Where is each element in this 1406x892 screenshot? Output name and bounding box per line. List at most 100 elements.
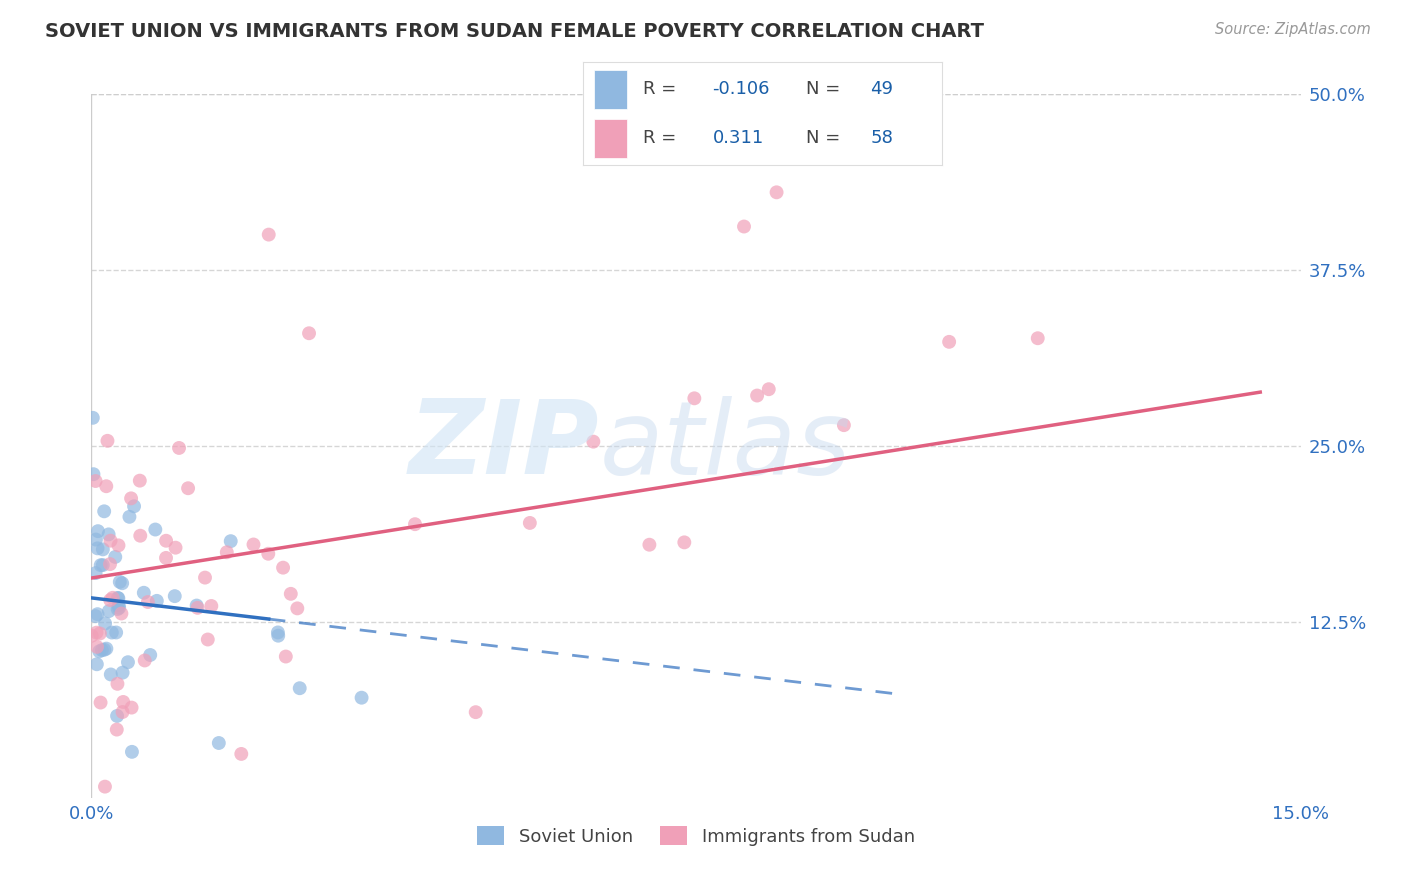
- Point: [194, 571, 217, 585]
- Point: [111, 705, 134, 719]
- Point: [118, 509, 141, 524]
- Point: [134, 653, 156, 667]
- Point: [89, 626, 111, 640]
- Point: [146, 594, 169, 608]
- Text: SOVIET UNION VS IMMIGRANTS FROM SUDAN FEMALE POVERTY CORRELATION CHART: SOVIET UNION VS IMMIGRANTS FROM SUDAN FE…: [45, 22, 984, 41]
- Point: [87, 524, 110, 538]
- Point: [98, 593, 121, 607]
- Text: Source: ZipAtlas.com: Source: ZipAtlas.com: [1215, 22, 1371, 37]
- Point: [96, 479, 118, 493]
- Point: [98, 557, 121, 571]
- Point: [84, 566, 107, 580]
- Point: [745, 388, 768, 402]
- Point: [267, 629, 290, 643]
- Point: [242, 537, 264, 551]
- Point: [120, 491, 142, 506]
- Point: [177, 481, 200, 495]
- Point: [733, 219, 755, 234]
- Point: [86, 607, 108, 622]
- Point: [90, 558, 112, 573]
- Point: [107, 602, 129, 616]
- Point: [298, 326, 321, 341]
- Point: [288, 681, 311, 696]
- FancyBboxPatch shape: [595, 70, 627, 109]
- Point: [97, 604, 120, 618]
- Point: [197, 632, 219, 647]
- Point: [107, 591, 129, 606]
- Point: [107, 538, 129, 552]
- Point: [104, 549, 127, 564]
- Point: [938, 334, 960, 349]
- Point: [117, 655, 139, 669]
- Text: 58: 58: [870, 129, 893, 147]
- Point: [105, 709, 128, 723]
- Point: [97, 527, 120, 541]
- Point: [111, 665, 134, 680]
- Point: [107, 599, 129, 613]
- Point: [519, 516, 541, 530]
- Point: [163, 589, 186, 603]
- Point: [404, 517, 426, 532]
- Point: [91, 558, 114, 573]
- Point: [84, 474, 107, 488]
- Point: [121, 745, 143, 759]
- Text: N =: N =: [806, 129, 839, 147]
- Point: [82, 410, 104, 425]
- Point: [93, 642, 115, 657]
- Point: [91, 542, 114, 557]
- Point: [94, 616, 117, 631]
- Text: 0.311: 0.311: [713, 129, 763, 147]
- Point: [267, 625, 290, 640]
- Point: [271, 560, 294, 574]
- Point: [257, 547, 280, 561]
- Point: [683, 392, 706, 406]
- Point: [121, 700, 143, 714]
- Point: [187, 600, 209, 615]
- Text: R =: R =: [643, 129, 676, 147]
- Point: [200, 599, 222, 613]
- Point: [112, 695, 135, 709]
- Point: [94, 780, 117, 794]
- Text: R =: R =: [643, 80, 676, 98]
- Point: [105, 625, 128, 640]
- Point: [101, 591, 124, 605]
- Text: 49: 49: [870, 80, 893, 98]
- Point: [82, 467, 104, 482]
- Point: [231, 747, 253, 761]
- Point: [93, 504, 115, 518]
- Point: [108, 574, 131, 589]
- Point: [91, 643, 114, 657]
- Point: [758, 382, 780, 396]
- Point: [132, 586, 155, 600]
- Legend: Soviet Union, Immigrants from Sudan: Soviet Union, Immigrants from Sudan: [470, 819, 922, 853]
- Point: [111, 576, 134, 591]
- Point: [167, 441, 190, 455]
- Point: [129, 529, 152, 543]
- Point: [100, 667, 122, 681]
- Text: N =: N =: [806, 80, 839, 98]
- Point: [107, 591, 129, 605]
- Point: [122, 500, 145, 514]
- Point: [84, 533, 107, 547]
- Point: [86, 541, 108, 556]
- Point: [90, 696, 112, 710]
- Point: [105, 723, 128, 737]
- Point: [257, 227, 280, 242]
- Point: [765, 186, 787, 200]
- Point: [143, 523, 166, 537]
- Point: [96, 434, 118, 448]
- Point: [89, 644, 111, 658]
- Text: -0.106: -0.106: [713, 80, 770, 98]
- Text: ZIP: ZIP: [409, 395, 599, 497]
- Point: [108, 600, 131, 615]
- Point: [107, 677, 129, 691]
- Point: [100, 533, 122, 548]
- Point: [84, 609, 107, 624]
- Point: [96, 641, 118, 656]
- Point: [832, 418, 855, 433]
- Point: [673, 535, 696, 549]
- Point: [274, 649, 297, 664]
- Point: [464, 705, 486, 719]
- Point: [165, 541, 187, 555]
- Point: [1026, 331, 1049, 345]
